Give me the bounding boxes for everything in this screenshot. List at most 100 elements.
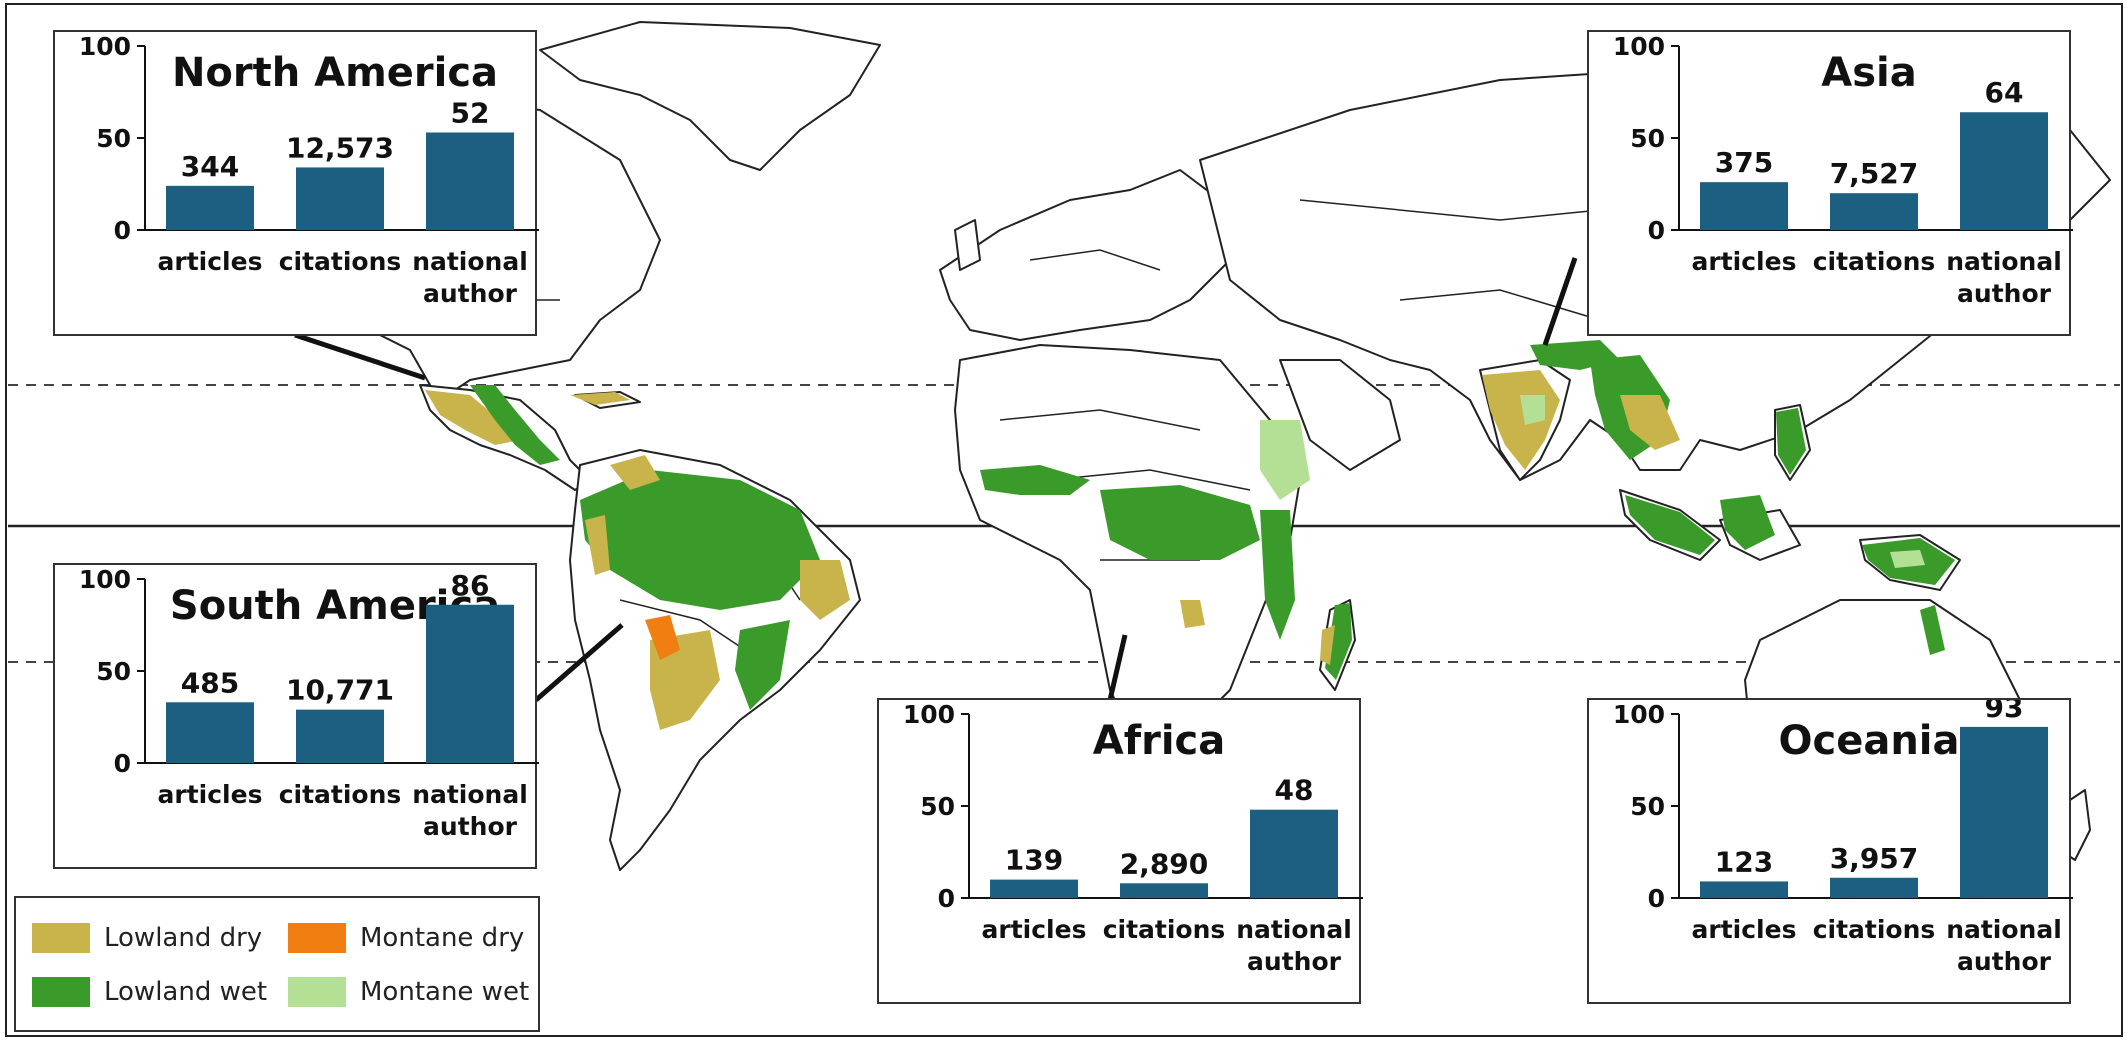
data-label-national-author: 52 (451, 96, 490, 129)
data-label-articles: 123 (1715, 845, 1773, 878)
legend: Lowland dry Montane dry Lowland wet Mont… (14, 896, 540, 1032)
x-tick-label-articles: articles (1692, 247, 1797, 276)
india-montane-wet (1520, 395, 1545, 425)
chart-title: Asia (1821, 50, 1916, 96)
data-label-articles: 375 (1715, 146, 1773, 179)
southeast-asia-lowland-dry (1620, 395, 1680, 450)
east-africa-lowland-wet (1260, 510, 1295, 640)
x-tick-label-citations: citations (279, 780, 402, 809)
philippines-lowland-wet (1776, 408, 1806, 475)
panel-oceania: 0 50 100 Oceania 123 articles 3,957 citations 93… (1587, 698, 2073, 1004)
y-tick-label: 50 (96, 124, 131, 153)
data-label-citations: 7,527 (1830, 157, 1919, 190)
data-label-citations: 10,771 (286, 674, 394, 707)
data-label-national-author: 86 (451, 569, 490, 602)
bar-national-author (426, 604, 514, 763)
y-tick-label: 0 (1648, 884, 1665, 913)
x-tick-label-national-author: national (412, 780, 528, 809)
x-tick-label-national-author: national (1236, 915, 1352, 944)
y-tick-label: 50 (920, 792, 955, 821)
map-frame (5, 3, 2123, 1037)
legend-label-lowland-wet: Lowland wet (104, 977, 268, 1007)
x-tick-label-national-author: author (1957, 279, 2052, 308)
x-tick-label-articles: articles (982, 915, 1087, 944)
x-tick-label-national-author: national (1946, 247, 2062, 276)
legend-swatch-montane-wet (288, 977, 346, 1007)
chart-title: North America (172, 50, 498, 96)
x-tick-label-citations: citations (1103, 915, 1226, 944)
bar-national-author (1250, 809, 1338, 898)
bar-citations (296, 709, 384, 763)
data-label-articles: 139 (1005, 844, 1063, 877)
chart-asia: 0 50 100 Asia 375 articles 7,527 citations 64 nat… (1613, 32, 2073, 308)
australia-lowland-wet (1920, 605, 1945, 655)
legend-item-montane-wet: Montane wet (288, 972, 529, 1012)
y-tick-label: 0 (1648, 216, 1665, 245)
x-tick-label-national-author: author (1957, 947, 2052, 976)
panel-asia: 0 50 100 Asia 375 articles 7,527 citations 64 nat… (1587, 30, 2073, 336)
y-tick-label: 100 (903, 700, 955, 729)
legend-label-lowland-dry: Lowland dry (104, 923, 263, 953)
bar-articles (166, 185, 254, 230)
data-label-national-author: 93 (1985, 700, 2024, 724)
new-guinea-montane-wet (1890, 550, 1925, 568)
x-tick-label-articles: articles (158, 780, 263, 809)
madagascar-lowland-wet (1325, 603, 1352, 680)
east-africa-montane-wet (1260, 420, 1310, 500)
x-tick-label-articles: articles (1692, 915, 1797, 944)
bar-articles (166, 702, 254, 763)
bar-citations (1120, 883, 1208, 898)
data-label-citations: 2,890 (1120, 847, 1209, 880)
y-tick-label: 100 (1613, 32, 1665, 61)
y-tick-label: 50 (1630, 124, 1665, 153)
west-africa-lowland-wet (980, 465, 1090, 495)
x-tick-label-national-author: author (423, 812, 518, 841)
madagascar-lowland-dry (1320, 625, 1335, 665)
x-tick-label-national-author: author (423, 279, 518, 308)
bar-national-author (1960, 726, 2048, 898)
x-tick-label-citations: citations (1813, 247, 1936, 276)
data-label-national-author: 64 (1985, 76, 2024, 109)
borneo-lowland-wet (1720, 495, 1775, 550)
south-america-north-lowland-dry (610, 455, 660, 490)
y-tick-label: 50 (96, 657, 131, 686)
europe (939, 169, 1231, 341)
caribbean-lowland-dry (570, 392, 630, 405)
legend-item-montane-dry: Montane dry (288, 918, 524, 958)
x-tick-label-national-author: national (1946, 915, 2062, 944)
data-label-citations: 3,957 (1830, 842, 1919, 875)
bar-articles (1700, 182, 1788, 230)
panel-africa: 0 50 100 Africa 139 articles 2,890 citations 48 n… (877, 698, 1363, 1004)
y-tick-label: 0 (938, 884, 955, 913)
southern-africa-lowland-dry (1180, 600, 1205, 628)
y-tick-label: 0 (114, 216, 131, 245)
bar-national-author (426, 132, 514, 230)
y-tick-label: 100 (1613, 700, 1665, 729)
legend-item-lowland-dry: Lowland dry (32, 918, 262, 958)
chart-africa: 0 50 100 Africa 139 articles 2,890 citations 48 n… (903, 700, 1363, 976)
y-tick-label: 50 (1630, 792, 1665, 821)
congo-lowland-wet (1100, 485, 1260, 560)
data-label-national-author: 48 (1275, 774, 1314, 807)
data-label-citations: 12,573 (286, 131, 394, 164)
legend-swatch-lowland-dry (32, 923, 90, 953)
central-america-lowland-wet (470, 385, 560, 465)
x-tick-label-national-author: author (1247, 947, 1342, 976)
andes-montane-dry (645, 615, 680, 660)
bar-articles (990, 879, 1078, 898)
panel-north-america: 0 50 100 North America 344 articles 12,573 cita… (53, 30, 539, 336)
legend-swatch-montane-dry (288, 923, 346, 953)
brazil-east-lowland-dry (800, 560, 850, 620)
uk (954, 219, 981, 271)
legend-swatch-lowland-wet (32, 977, 90, 1007)
y-tick-label: 100 (79, 32, 131, 61)
legend-item-lowland-wet: Lowland wet (32, 972, 267, 1012)
bar-citations (1830, 193, 1918, 230)
central-america-lowland-dry (425, 390, 520, 445)
indonesia-lowland-wet (1625, 495, 1715, 555)
x-tick-label-citations: citations (1813, 915, 1936, 944)
legend-label-montane-wet: Montane wet (360, 977, 530, 1007)
bar-citations (1830, 877, 1918, 898)
